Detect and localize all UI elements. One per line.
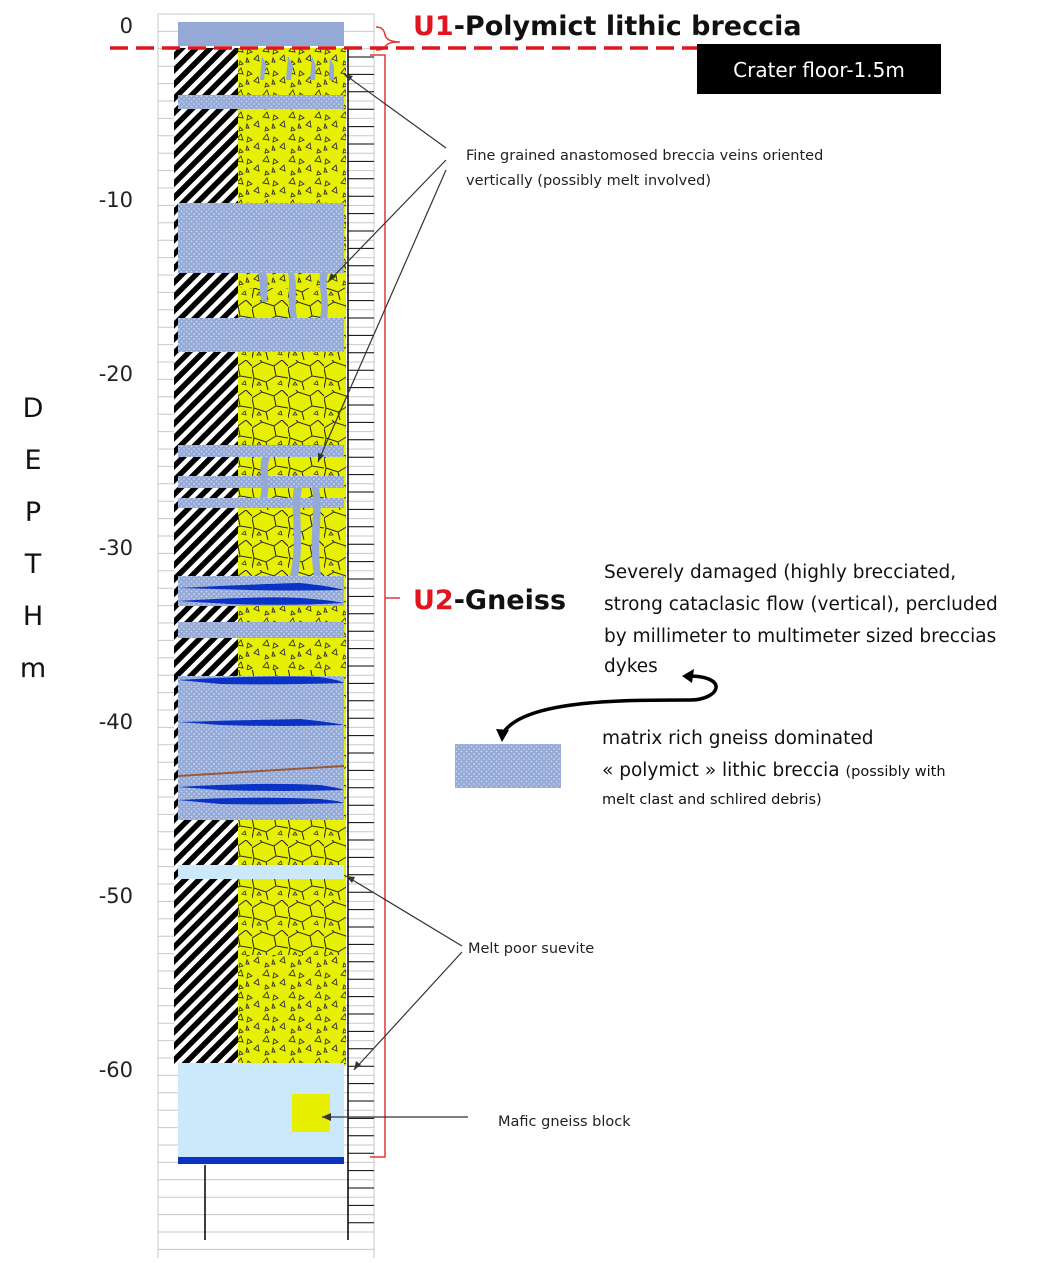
damaged-annotation-line: by millimeter to multimeter sized brecci… xyxy=(604,626,996,647)
axis-title-letter: D xyxy=(23,393,44,424)
log-columns xyxy=(174,48,346,1066)
axis-title: D E P T H m xyxy=(20,393,46,684)
legend-line-2: « polymict » lithic breccia (possibly wi… xyxy=(602,760,946,781)
legend-line-1: matrix rich gneiss dominated xyxy=(602,728,874,749)
unit-u1-title: U1-Polymict lithic breccia xyxy=(413,11,802,42)
annotation-arrowheads xyxy=(318,74,361,1121)
crater-floor-label-box xyxy=(697,44,941,94)
unit-u2-name: -Gneiss xyxy=(454,585,566,616)
right-depth-ruler xyxy=(348,56,374,1224)
unit-u1-name: -Polymict lithic breccia xyxy=(454,11,802,42)
crater-floor-label: Crater floor-1.5m xyxy=(733,58,905,82)
axis-tick-labels: 0 -10 -20 -30 -40 -50 -60 xyxy=(99,14,133,1082)
axis-title-letter: H xyxy=(23,601,43,632)
axis-title-letter: E xyxy=(24,445,41,476)
axis-title-letter: P xyxy=(25,497,41,528)
tick-label: -30 xyxy=(99,536,133,560)
unit-u2-code: U2 xyxy=(413,585,454,616)
curved-arrowhead-bottom xyxy=(496,729,509,742)
tick-label: -10 xyxy=(99,188,133,212)
unit-u2-title: U2-Gneiss xyxy=(413,585,566,616)
axis-title-letter: T xyxy=(24,549,42,580)
mafic-gneiss-block-label: Mafic gneiss block xyxy=(498,1114,631,1130)
tick-label: 0 xyxy=(120,14,133,38)
legend-swatch-breccia xyxy=(455,744,561,788)
tick-label: -20 xyxy=(99,362,133,386)
veins-annotation-line: Fine grained anastomosed breccia veins o… xyxy=(466,148,823,164)
veins-annotation-line: vertically (possibly melt involved) xyxy=(466,173,711,189)
legend-line-3: melt clast and schlired debris) xyxy=(602,792,822,808)
unit-u1-code: U1 xyxy=(413,11,454,42)
melt-poor-suevite-label: Melt poor suevite xyxy=(468,941,594,957)
breccia-bands xyxy=(178,22,344,1164)
annotation-arrows xyxy=(317,73,468,1118)
damaged-annotation-line: dykes xyxy=(604,656,658,677)
curved-arrowhead-top xyxy=(682,669,694,683)
dark-blue-lenses xyxy=(178,583,344,805)
legend-line-2-small: (possibly with xyxy=(846,764,946,780)
damaged-annotation-line: strong cataclasic flow (vertical), percl… xyxy=(604,594,998,615)
brown-seam xyxy=(177,765,345,777)
tick-label: -60 xyxy=(99,1058,133,1082)
breccia-veins xyxy=(258,56,334,576)
damaged-annotation-line: Severely damaged (highly brecciated, xyxy=(604,562,956,583)
legend-line-2-main: « polymict » lithic breccia xyxy=(602,760,846,781)
tick-label: -50 xyxy=(99,884,133,908)
tick-label: -40 xyxy=(99,710,133,734)
axis-title-letter: m xyxy=(20,653,46,684)
curved-link-arrow xyxy=(500,674,718,736)
